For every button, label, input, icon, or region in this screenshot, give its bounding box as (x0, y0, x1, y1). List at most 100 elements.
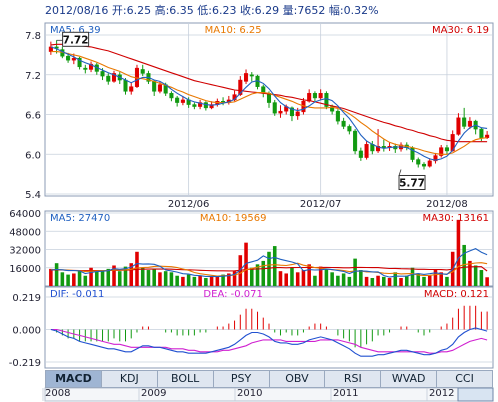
volume-bar (267, 251, 271, 286)
date-axis-label: 2012/06 (168, 199, 210, 210)
volume-bar (123, 266, 128, 286)
price-y-tick-label: 6.6 (25, 111, 41, 122)
volume-bar (330, 272, 334, 286)
macd-y-tick-label: 0.219 (12, 293, 41, 304)
volume-y-tick-label: 48000 (9, 227, 41, 238)
annotation-label: 7.72 (63, 34, 89, 46)
price-panel: 7.8 7.2 6.6 6.0 5.4 2012/06 2012/07 2012/08 MA5:… (25, 22, 494, 210)
timeline-year-label: 2008 (45, 388, 70, 399)
volume-bar (181, 276, 185, 286)
candle-body (295, 111, 300, 117)
annotation-box (398, 174, 426, 190)
price-ma5-line (50, 46, 488, 161)
candle-body (416, 159, 421, 165)
candle-body (456, 117, 461, 135)
tab-wvad[interactable]: WVAD (381, 371, 438, 387)
volume-bar (416, 273, 421, 286)
volume-bar (422, 276, 426, 286)
candle-body (433, 155, 438, 162)
candle-body (169, 93, 174, 99)
volume-bar (341, 273, 346, 286)
volume-bar (439, 272, 443, 286)
timeline-navigator[interactable]: 2008 2009 2010 2011 2012 (42, 387, 494, 402)
volume-bar (140, 267, 145, 286)
price-y-tick-label: 7.8 (25, 31, 41, 42)
volume-bar (364, 276, 369, 286)
tab-rsi[interactable]: RSI (325, 371, 382, 387)
tab-cci[interactable]: CCI (455, 372, 474, 385)
volume-bar (456, 219, 461, 286)
volume-bar (112, 265, 116, 286)
timeline-year-label: 2011 (333, 388, 358, 399)
candle-body (272, 102, 277, 114)
candle-body (312, 93, 317, 99)
macd-y-tick-label: 0.000 (12, 326, 41, 337)
candle-body (381, 146, 386, 148)
volume-bar (129, 263, 134, 286)
volume-bar (117, 271, 122, 286)
annotation-box (62, 31, 90, 47)
candle-body (427, 160, 432, 167)
volume-bar (295, 272, 300, 286)
candle-body (100, 71, 105, 77)
volume-bar (186, 274, 191, 286)
volume-bar (473, 265, 478, 286)
volume-bar (479, 270, 484, 286)
volume-bar (198, 275, 202, 286)
volume-legend-item: MA10: 19569 (200, 213, 267, 224)
volume-bar (272, 246, 277, 286)
candle-body (462, 117, 467, 127)
volume-bar (66, 274, 70, 286)
price-ma10-line (50, 51, 488, 155)
tab-macd[interactable]: MACD (46, 371, 102, 387)
macd-legend-item: MACD: 0.121 (424, 289, 489, 300)
candle-body (318, 93, 323, 99)
tab-psy[interactable]: PSY (214, 371, 270, 387)
candle-body (129, 86, 134, 92)
volume-bar (232, 271, 237, 286)
volume-bar (163, 271, 168, 286)
volume-bar (462, 244, 466, 286)
candle-body (152, 81, 157, 92)
candle-body (307, 93, 312, 102)
candle-body (175, 97, 180, 103)
candle-body (353, 130, 358, 152)
volume-bar (204, 278, 208, 286)
tab-obv[interactable]: OBV (270, 371, 326, 387)
tab-boll[interactable]: BOLL (158, 371, 214, 387)
candle-body (444, 147, 449, 152)
candle-body (180, 99, 185, 103)
timeline-year-label: 2009 (141, 388, 166, 399)
volume-bar (404, 275, 409, 286)
candle-body (77, 57, 82, 68)
volume-bar (100, 271, 105, 286)
volume-bar (209, 276, 214, 286)
volume-bar (359, 270, 363, 286)
candle-body (198, 102, 203, 107)
volume-bar (72, 273, 76, 286)
volume-bar (376, 275, 380, 286)
volume-bar (485, 277, 489, 286)
volume-legend-item: MA30: 13161 (422, 213, 489, 224)
volume-bar (353, 258, 357, 286)
candle-body (66, 55, 71, 61)
candle-body (289, 107, 294, 117)
candle-body (485, 134, 490, 138)
volume-bar (158, 272, 162, 286)
candle-body (278, 110, 283, 114)
candle-body (140, 69, 145, 74)
volume-bar (261, 260, 266, 286)
price-y-tick-label: 5.4 (25, 190, 41, 201)
timeline-year-label: 2012 (429, 388, 454, 399)
volume-bar (83, 275, 88, 286)
volume-bar (301, 270, 306, 286)
candle-body (376, 146, 381, 152)
volume-bar (169, 272, 174, 286)
price-frame (44, 22, 494, 197)
volume-bar (215, 275, 220, 286)
volume-bar (284, 273, 289, 286)
macd-legend-item: DEA: -0.071 (203, 289, 262, 300)
tab-kdj[interactable]: KDJ (102, 371, 158, 387)
volume-bar (77, 271, 82, 286)
volume-bar (227, 273, 231, 286)
